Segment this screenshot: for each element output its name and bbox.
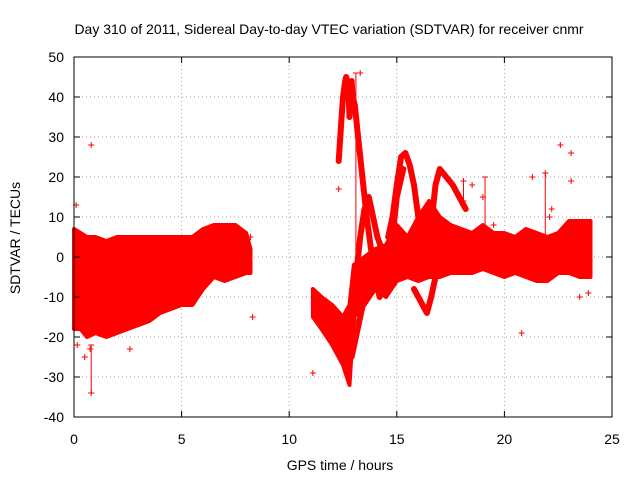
axis-ticks: 0 5 10 15 20 25 -40 -30 -20 -10 0 10 20 30 40 50 xyxy=(44,49,620,447)
data-point xyxy=(346,334,353,340)
y-tick-label: -30 xyxy=(44,369,64,385)
data-band xyxy=(72,223,253,339)
data-point xyxy=(460,178,467,184)
data-point xyxy=(335,186,342,192)
data-point xyxy=(87,346,94,352)
data-point xyxy=(529,174,536,180)
y-tick-label: 20 xyxy=(48,169,64,185)
data-trace xyxy=(335,74,383,300)
x-tick-label: 25 xyxy=(604,431,620,447)
x-tick-label: 20 xyxy=(497,431,513,447)
data-point xyxy=(557,142,564,148)
data-point xyxy=(576,294,583,300)
x-tick-label: 0 xyxy=(70,431,78,447)
y-tick-label: 40 xyxy=(48,89,64,105)
x-axis-label: GPS time / hours xyxy=(287,457,394,473)
data-point xyxy=(357,70,364,76)
data-point xyxy=(88,142,95,148)
data-point xyxy=(568,178,575,184)
y-tick-label: -40 xyxy=(44,409,64,425)
y-tick-label: 0 xyxy=(56,249,64,265)
data-point xyxy=(548,206,555,212)
data-point xyxy=(585,290,592,296)
data-trace xyxy=(385,150,469,260)
data-point xyxy=(568,150,575,156)
x-tick-label: 10 xyxy=(281,431,297,447)
y-tick-label: -20 xyxy=(44,329,64,345)
chart-title: Day 310 of 2011, Sidereal Day-to-day VTE… xyxy=(74,21,583,37)
data-point xyxy=(479,194,486,200)
data-point xyxy=(518,330,525,336)
x-tick-label: 15 xyxy=(389,431,405,447)
data-point xyxy=(81,354,88,360)
data-point xyxy=(542,170,549,176)
data-point xyxy=(74,342,81,348)
data-point xyxy=(546,214,553,220)
data-point xyxy=(309,370,316,376)
data-point xyxy=(348,78,355,84)
x-tick-label: 5 xyxy=(178,431,186,447)
data-point xyxy=(462,238,469,244)
y-tick-label: -10 xyxy=(44,289,64,305)
data-point xyxy=(247,234,254,240)
plot-frame xyxy=(73,56,613,418)
y-axis-label: SDTVAR / TECUs xyxy=(7,182,23,294)
y-tick-label: 50 xyxy=(48,49,64,65)
data-trace xyxy=(411,246,452,316)
data-point xyxy=(469,182,476,188)
data-point xyxy=(490,222,497,228)
y-tick-label: 30 xyxy=(48,129,64,145)
data-trace xyxy=(348,234,420,360)
data-point xyxy=(126,346,133,352)
data-layer xyxy=(72,70,593,396)
y-tick-label: 10 xyxy=(48,209,64,225)
data-point xyxy=(88,390,95,396)
data-point xyxy=(249,314,256,320)
data-trace xyxy=(352,166,407,280)
